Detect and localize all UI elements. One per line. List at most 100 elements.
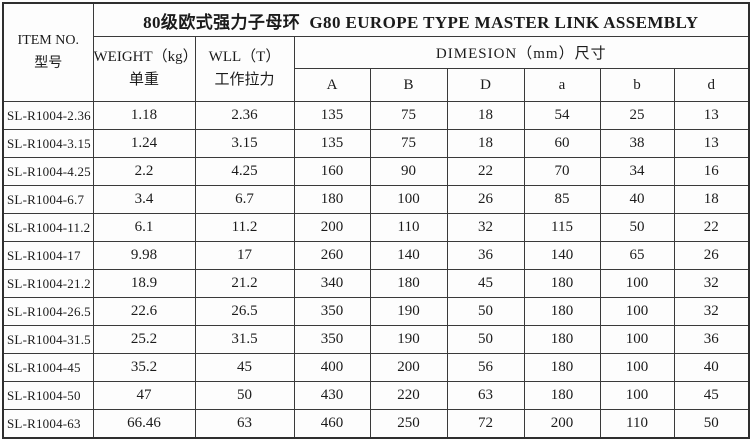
dim-A-cell: 260 <box>293 241 371 270</box>
dim-B-cell: 190 <box>369 297 448 326</box>
table-row: SL-R1004-21.2 18.9 21.2 340 180 45 180 1… <box>2 269 750 298</box>
weight-cell: 66.46 <box>92 409 196 439</box>
dim-a-cell: 70 <box>523 157 601 186</box>
dim-D-cell: 50 <box>446 297 525 326</box>
dim-D-cell: 22 <box>446 157 525 186</box>
dim-a-cell: 60 <box>523 129 601 158</box>
dim-b-cell: 100 <box>599 297 675 326</box>
item-no-cell: SL-R1004-50 <box>2 381 94 410</box>
dim-d-cell: 22 <box>673 213 750 242</box>
wll-cell: 17 <box>194 241 295 270</box>
dim-B-cell: 220 <box>369 381 448 410</box>
dim-d-cell: 50 <box>673 409 750 439</box>
dim-b-cell: 100 <box>599 325 675 354</box>
weight-cell: 25.2 <box>92 325 196 354</box>
dim-D-cell: 56 <box>446 353 525 382</box>
dim-D-cell: 18 <box>446 101 525 130</box>
item-no-cell: SL-R1004-3.15 <box>2 129 94 158</box>
wll-cell: 63 <box>194 409 295 439</box>
dim-b-cell: 100 <box>599 353 675 382</box>
header-weight-cn: 单重 <box>128 72 159 88</box>
weight-cell: 1.24 <box>92 129 196 158</box>
table-row: SL-R1004-3.15 1.24 3.15 135 75 18 60 38 … <box>2 129 750 158</box>
dim-A-cell: 135 <box>293 129 371 158</box>
dim-B-cell: 75 <box>369 129 448 158</box>
item-no-cell: SL-R1004-45 <box>2 353 94 382</box>
header-wll-cn: 工作拉力 <box>214 72 275 88</box>
dim-D-cell: 72 <box>446 409 525 439</box>
dim-d-cell: 18 <box>673 185 750 214</box>
header-item-no-en: ITEM NO. <box>17 33 79 49</box>
table-row: SL-R1004-2.36 1.18 2.36 135 75 18 54 25 … <box>2 101 750 130</box>
wll-cell: 26.5 <box>194 297 295 326</box>
table-row: SL-R1004-26.5 22.6 26.5 350 190 50 180 1… <box>2 297 750 326</box>
dim-b-cell: 65 <box>599 241 675 270</box>
dim-b-cell: 40 <box>599 185 675 214</box>
table-row: SL-R1004-45 35.2 45 400 200 56 180 100 4… <box>2 353 750 382</box>
dim-B-cell: 75 <box>369 101 448 130</box>
dim-d-cell: 26 <box>673 241 750 270</box>
weight-cell: 9.98 <box>92 241 196 270</box>
table-row: SL-R1004-63 66.46 63 460 250 72 200 110 … <box>2 409 750 439</box>
weight-cell: 47 <box>92 381 196 410</box>
item-no-cell: SL-R1004-4.25 <box>2 157 94 186</box>
dim-D-cell: 50 <box>446 325 525 354</box>
table-row: SL-R1004-6.7 3.4 6.7 180 100 26 85 40 18 <box>2 185 750 214</box>
dim-A-cell: 460 <box>293 409 371 439</box>
dim-a-cell: 140 <box>523 241 601 270</box>
dim-b-cell: 100 <box>599 269 675 298</box>
dim-d-cell: 32 <box>673 297 750 326</box>
dim-a-cell: 180 <box>523 325 601 354</box>
dim-a-cell: 85 <box>523 185 601 214</box>
dim-a-cell: 115 <box>523 213 601 242</box>
dim-A-cell: 135 <box>293 101 371 130</box>
dim-d-cell: 32 <box>673 269 750 298</box>
dim-a-cell: 180 <box>523 297 601 326</box>
wll-cell: 2.36 <box>194 101 295 130</box>
dim-d-cell: 36 <box>673 325 750 354</box>
dim-b-cell: 38 <box>599 129 675 158</box>
header-dim-a: a <box>523 68 601 102</box>
dim-b-cell: 50 <box>599 213 675 242</box>
dim-B-cell: 100 <box>369 185 448 214</box>
weight-cell: 3.4 <box>92 185 196 214</box>
dim-A-cell: 430 <box>293 381 371 410</box>
wll-cell: 21.2 <box>194 269 295 298</box>
dim-B-cell: 190 <box>369 325 448 354</box>
dim-d-cell: 45 <box>673 381 750 410</box>
wll-cell: 31.5 <box>194 325 295 354</box>
table-row: SL-R1004-50 47 50 430 220 63 180 100 45 <box>2 381 750 410</box>
item-no-cell: SL-R1004-11.2 <box>2 213 94 242</box>
table-row: SL-R1004-17 9.98 17 260 140 36 140 65 26 <box>2 241 750 270</box>
header-dim-b: b <box>599 68 675 102</box>
table-row: SL-R1004-11.2 6.1 11.2 200 110 32 115 50… <box>2 213 750 242</box>
page-title: 80级欧式强力子母环 G80 EUROPE TYPE MASTER LINK A… <box>92 2 750 37</box>
dim-d-cell: 13 <box>673 129 750 158</box>
wll-cell: 11.2 <box>194 213 295 242</box>
weight-cell: 18.9 <box>92 269 196 298</box>
header-dim-d: d <box>673 68 750 102</box>
wll-cell: 45 <box>194 353 295 382</box>
dim-D-cell: 63 <box>446 381 525 410</box>
dim-a-cell: 180 <box>523 381 601 410</box>
item-no-cell: SL-R1004-21.2 <box>2 269 94 298</box>
item-no-cell: SL-R1004-26.5 <box>2 297 94 326</box>
dim-D-cell: 32 <box>446 213 525 242</box>
dim-b-cell: 100 <box>599 381 675 410</box>
dim-b-cell: 34 <box>599 157 675 186</box>
dim-D-cell: 26 <box>446 185 525 214</box>
weight-cell: 35.2 <box>92 353 196 382</box>
dim-d-cell: 40 <box>673 353 750 382</box>
dim-A-cell: 400 <box>293 353 371 382</box>
header-dim-D: D <box>446 68 525 102</box>
dim-a-cell: 180 <box>523 269 601 298</box>
header-weight: WEIGHT（kg） 单重 <box>92 36 196 102</box>
wll-cell: 3.15 <box>194 129 295 158</box>
dim-D-cell: 18 <box>446 129 525 158</box>
dim-B-cell: 200 <box>369 353 448 382</box>
header-weight-en: WEIGHT（kg） <box>93 48 195 65</box>
dim-B-cell: 180 <box>369 269 448 298</box>
table-row: SL-R1004-31.5 25.2 31.5 350 190 50 180 1… <box>2 325 750 354</box>
dim-D-cell: 45 <box>446 269 525 298</box>
dim-d-cell: 13 <box>673 101 750 130</box>
